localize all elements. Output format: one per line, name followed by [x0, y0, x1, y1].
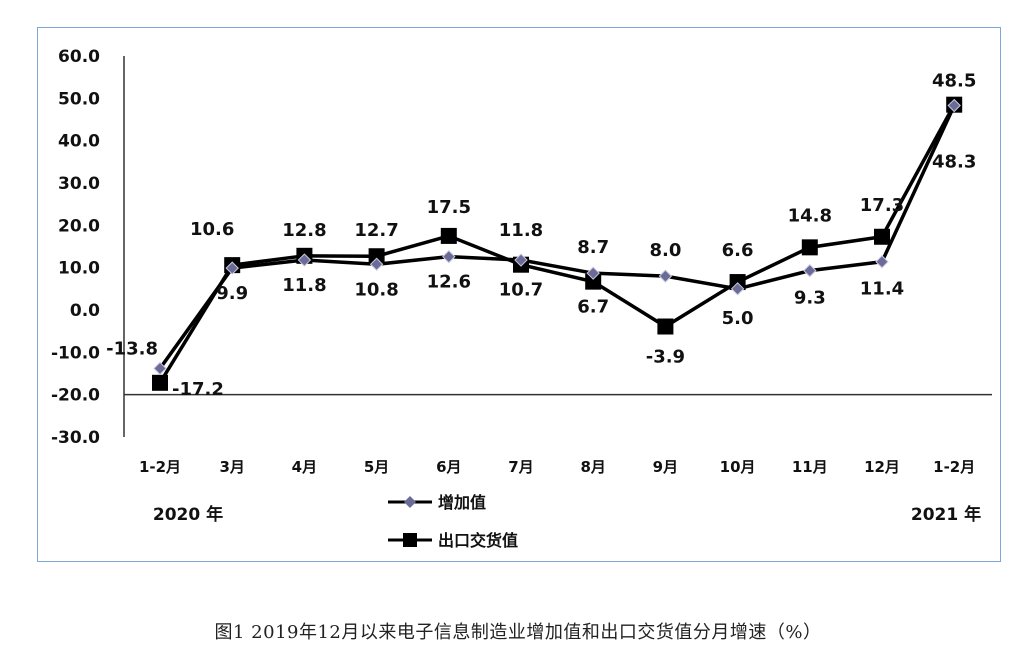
series-line-chukou	[158, 103, 956, 384]
year-label-end: 2021 年	[911, 504, 981, 525]
y-tick-label: 30.0	[58, 174, 100, 194]
legend-label-zengjiazhi: 增加值	[438, 493, 486, 512]
data-label-chukou: 12.8	[282, 220, 326, 241]
data-label-chukou: 6.6	[722, 240, 754, 261]
data-label-zengjiazhi: 12.6	[427, 272, 471, 293]
x-tick-label: 1-2月	[933, 458, 975, 476]
data-label-zengjiazhi: 5.0	[722, 308, 754, 329]
x-tick-label: 10月	[720, 458, 756, 476]
x-tick-label: 9月	[653, 458, 678, 476]
data-label-chukou: 48.5	[932, 71, 976, 92]
data-label-zengjiazhi: 11.8	[282, 275, 326, 296]
x-tick-label: 6月	[436, 458, 461, 476]
marker-chukou	[657, 318, 674, 335]
chart-axes	[123, 56, 992, 437]
marker-chukou	[729, 274, 746, 291]
data-label-chukou: 6.7	[577, 297, 609, 318]
data-label-zengjiazhi: 10.8	[354, 279, 398, 300]
line-chart: 60.0 50.0 40.0 30.0 20.0 10.0 0.0 -10.0 -20.0 -30…	[51, 47, 992, 550]
marker-zengjiazhi	[947, 98, 961, 113]
x-tick-label: 3月	[219, 458, 244, 476]
x-tick-label: 7月	[508, 458, 533, 476]
x-tick-label: 5月	[364, 458, 389, 476]
data-label-zengjiazhi: 9.9	[216, 283, 248, 304]
data-label-zengjiazhi: -13.8	[106, 338, 158, 359]
data-label-zengjiazhi: 9.3	[794, 288, 826, 309]
x-tick-label: 4月	[292, 458, 317, 476]
legend-marker-zengjiazhi	[404, 496, 416, 508]
data-label-zengjiazhi: 48.3	[932, 152, 976, 173]
marker-zengjiazhi	[297, 253, 312, 267]
y-tick-label: 40.0	[58, 132, 100, 152]
marker-zengjiazhi	[369, 257, 384, 271]
y-tick-label: 0.0	[70, 301, 100, 321]
data-label-chukou: -17.2	[172, 379, 224, 400]
y-tick-label: 10.0	[58, 259, 100, 279]
marker-zengjiazhi	[153, 361, 167, 376]
marker-chukou	[152, 374, 168, 391]
x-tick-label: 1-2月	[139, 458, 181, 476]
data-label-zengjiazhi: 8.0	[649, 240, 681, 261]
x-tick-label: 12月	[864, 458, 900, 476]
legend-marker-chukou	[403, 533, 417, 547]
data-label-zengjiazhi: 11.8	[499, 220, 543, 241]
data-label-chukou: 17.3	[860, 195, 904, 216]
data-label-zengjiazhi: 11.4	[860, 279, 904, 300]
y-tick-label: -10.0	[51, 343, 100, 363]
marker-chukou	[874, 228, 890, 245]
x-axis-ticks: 1-2月 3月 4月 5月 6月 7月 8月 9月 10月 11月 12月 1-2月	[139, 458, 975, 476]
x-tick-label: 8月	[580, 458, 605, 476]
data-label-chukou: 17.5	[427, 197, 471, 218]
data-label-chukou: 12.7	[354, 220, 398, 241]
marker-chukou	[801, 239, 818, 256]
series-line-zengjiazhi	[158, 104, 956, 370]
y-tick-label: 20.0	[58, 216, 100, 236]
y-axis-ticks: 60.0 50.0 40.0 30.0 20.0 10.0 0.0 -10.0 -20.0 -30…	[51, 47, 100, 448]
series-markers	[152, 96, 963, 391]
data-label-chukou: -3.9	[646, 347, 685, 368]
marker-chukou	[585, 273, 602, 290]
marker-zengjiazhi	[730, 282, 745, 296]
data-label-chukou: 14.8	[788, 205, 832, 226]
year-label-start: 2020 年	[153, 504, 223, 525]
y-tick-label: 60.0	[58, 47, 100, 67]
year-labels: 2020 年 2021 年	[153, 504, 981, 525]
marker-zengjiazhi	[514, 253, 528, 267]
marker-zengjiazhi	[658, 269, 673, 283]
marker-chukou	[440, 227, 457, 244]
legend-label-chukou: 出口交货值	[438, 531, 518, 550]
y-tick-label: -20.0	[51, 386, 100, 406]
data-label-chukou: 10.7	[499, 280, 543, 301]
marker-zengjiazhi	[442, 249, 456, 264]
data-labels: -13.8 9.9 11.8 10.8 12.6 11.8 8.7 8.0 5.0 9.3 11.4…	[106, 71, 976, 400]
y-tick-label: -30.0	[51, 428, 100, 448]
marker-zengjiazhi	[225, 261, 239, 275]
marker-chukou	[368, 248, 385, 265]
data-label-zengjiazhi: 8.7	[577, 237, 609, 258]
chart-frame	[37, 27, 1001, 562]
y-tick-label: 50.0	[58, 89, 100, 109]
marker-zengjiazhi	[803, 263, 817, 278]
x-tick-label: 11月	[792, 458, 828, 476]
series-lines	[158, 103, 956, 384]
data-label-chukou: 10.6	[190, 219, 234, 240]
figure-caption: 图1 2019年12月以来电子信息制造业增加值和出口交货值分月增速（%）	[214, 622, 822, 643]
marker-zengjiazhi	[875, 255, 889, 269]
marker-zengjiazhi	[586, 266, 600, 280]
